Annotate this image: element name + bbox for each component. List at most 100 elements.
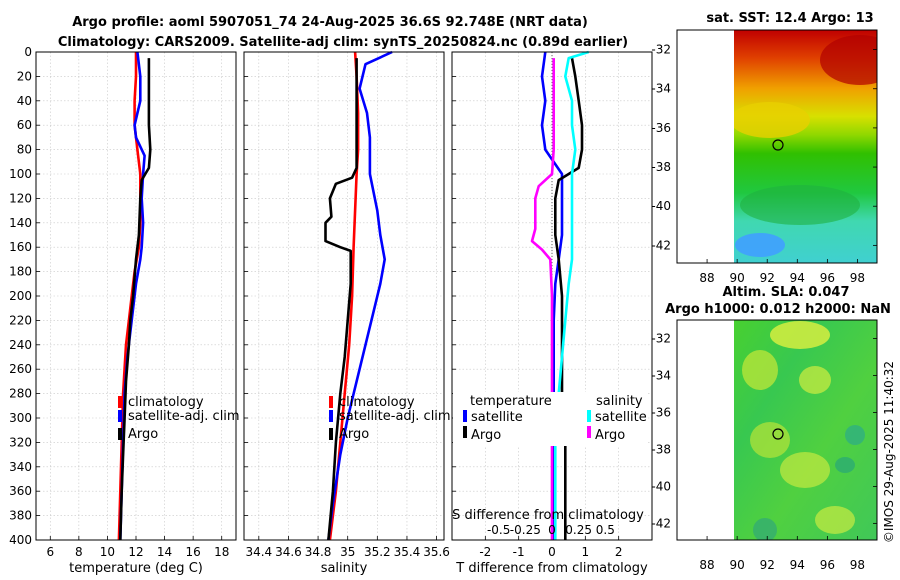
- legend-title-temperature: temperature: [470, 394, 552, 409]
- sla-patch-3: [799, 366, 831, 394]
- temperature-panel: 0 20 40 60 80 100 120 140 160 180 200 220 240 260 280 3…: [9, 45, 237, 576]
- series-salinity-argo: [530, 58, 555, 540]
- x-tick-label: 18: [214, 545, 229, 559]
- series-satellite-adj-clim: [327, 50, 393, 541]
- legend-label-satellite: satellite-adj. clim: [128, 409, 240, 424]
- x2-tick-label: 0: [548, 523, 556, 537]
- salinity-panel: 34.4 34.6 34.8 35 35.2 35.4 35.6 salinity: [243, 50, 450, 576]
- y-tick-label: 400: [9, 533, 32, 547]
- x-tick-label: 35: [340, 545, 355, 559]
- map-x-tick-label: 92: [760, 271, 775, 285]
- x-tick-label: 34.8: [305, 545, 332, 559]
- map-y-tick-label: -40: [651, 479, 671, 493]
- sst-axis-ticks: 88 90 92 94 96 98 -32 -34 -36 -38 -40 -42: [651, 43, 877, 285]
- x-tick-label: 12: [128, 545, 143, 559]
- legend-label-t-argo: Argo: [471, 428, 501, 443]
- y-tick-label: 180: [9, 265, 32, 279]
- legend-swatch-s-satellite: [587, 410, 591, 422]
- map-x-tick-label: 90: [730, 558, 745, 572]
- x-tick-label: -1: [513, 545, 525, 559]
- legend-title-salinity: salinity: [596, 394, 643, 409]
- sst-patches: [734, 35, 877, 257]
- series-climatology: [117, 52, 142, 541]
- y-tick-label: 280: [9, 387, 32, 401]
- x2-tick-label: -0.5: [487, 523, 510, 537]
- legend-swatch-t-satellite: [463, 410, 467, 422]
- x-tick-label: 16: [186, 545, 201, 559]
- x-tick-label: -2: [479, 545, 491, 559]
- sla-map: 88 90 92 94 96 98 -32 -34 -36 -38 -40 -42: [651, 319, 878, 572]
- legend-swatch-climatology: [329, 396, 333, 408]
- series-argo: [324, 58, 358, 541]
- grid: [244, 51, 444, 541]
- temperature-legend: climatology satellite-adj. clim Argo: [118, 395, 240, 442]
- sst-warm-patch: [820, 35, 877, 85]
- sst-map-frame: [676, 29, 878, 264]
- sla-map-title: Altim. SLA: 0.047: [723, 285, 850, 300]
- y-tick-label: 0: [24, 45, 32, 59]
- map-y-tick-label: -32: [651, 43, 671, 57]
- figure-title-line2: Climatology: CARS2009. Satellite-adj cli…: [58, 35, 628, 50]
- y-tick-label: 60: [17, 118, 32, 132]
- sla-axis-ticks: 88 90 92 94 96 98 -32 -34 -36 -38 -40 -42: [651, 331, 877, 572]
- sla-patch-7: [780, 452, 830, 488]
- x-tick-label: 2: [615, 545, 623, 559]
- x2-tick-label: 0.5: [596, 523, 615, 537]
- sla-patch-5: [835, 457, 855, 473]
- legend-swatch-t-argo: [463, 426, 467, 438]
- map-y-tick-label: -34: [651, 82, 671, 96]
- series-argo: [119, 58, 152, 541]
- sla-argo-marker: [772, 428, 784, 440]
- y-tick-label: 260: [9, 362, 32, 376]
- x-tick-label: 8: [75, 545, 83, 559]
- series-climatology: [328, 51, 360, 541]
- map-x-tick-label: 98: [850, 271, 865, 285]
- y-tick-label: 120: [9, 191, 32, 205]
- map-y-tick-label: -38: [651, 160, 671, 174]
- x-axis-label: T difference from climatology: [455, 561, 648, 576]
- map-y-tick-label: -42: [651, 516, 671, 530]
- map-x-tick-label: 94: [790, 558, 805, 572]
- legend-label-s-argo: Argo: [595, 428, 625, 443]
- map-x-tick-label: 88: [699, 558, 714, 572]
- sla-patch-1: [770, 321, 830, 349]
- map-y-tick-label: -36: [651, 121, 671, 135]
- sst-map-title: sat. SST: 12.4 Argo: 13: [706, 11, 873, 26]
- y-tick-label: 140: [9, 216, 32, 230]
- legend-label-t-satellite: satellite: [471, 410, 523, 425]
- y-tick-label: 360: [9, 484, 32, 498]
- plot-frame: [243, 51, 445, 541]
- map-y-tick-label: -36: [651, 405, 671, 419]
- map-x-tick-label: 90: [730, 271, 745, 285]
- sst-green-patch: [740, 185, 860, 225]
- x-tick-label: 35.6: [423, 545, 450, 559]
- plot-frame: [451, 51, 653, 541]
- x-tick-label: 34.6: [275, 545, 302, 559]
- grid: [36, 51, 236, 541]
- y-tick-label: 100: [9, 167, 32, 181]
- x-axis-label: salinity: [321, 561, 368, 576]
- y-tick-label: 320: [9, 435, 32, 449]
- x-tick-label: 35.4: [394, 545, 421, 559]
- x-tick-label: 35.2: [364, 545, 391, 559]
- map-x-tick-label: 92: [760, 558, 775, 572]
- x2-tick-label: -0.25: [510, 523, 541, 537]
- y-tick-label: 200: [9, 289, 32, 303]
- x-tick-label: 10: [100, 545, 115, 559]
- legend-swatch-s-argo: [587, 426, 591, 438]
- map-x-tick-label: 94: [790, 271, 805, 285]
- legend-label-argo: Argo: [128, 427, 158, 442]
- legend-swatch-satellite: [329, 410, 333, 422]
- x-tick-label: 34.4: [245, 545, 272, 559]
- x-axis-label: temperature (deg C): [69, 561, 203, 576]
- map-y-tick-label: -42: [651, 238, 671, 252]
- map-y-tick-label: -34: [651, 368, 671, 382]
- series-temperature-argo: [554, 57, 584, 540]
- legend-swatch-satellite: [118, 410, 122, 422]
- legend-label-s-satellite: satellite: [595, 410, 647, 425]
- figure-title-line1: Argo profile: aoml 5907051_74 24-Aug-202…: [72, 15, 588, 30]
- legend-label-satellite: satellite-adj. clim: [339, 409, 451, 424]
- legend-box: [453, 392, 647, 446]
- legend-swatch-climatology: [118, 396, 122, 408]
- sla-patches: [742, 321, 865, 540]
